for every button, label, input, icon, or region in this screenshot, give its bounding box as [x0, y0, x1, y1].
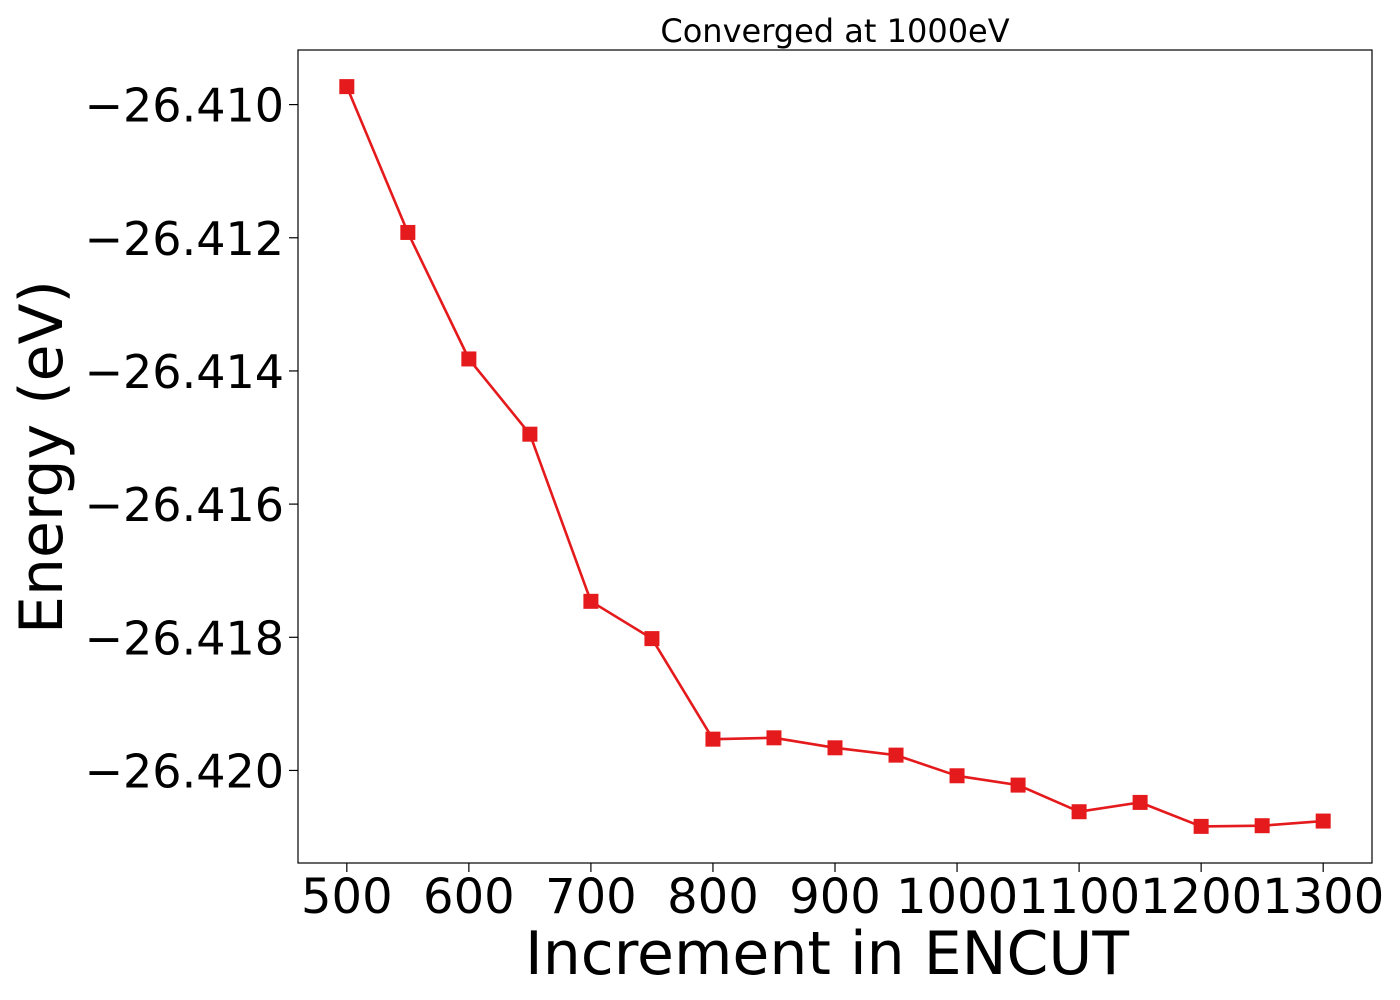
x-tick-label: 1100: [1018, 869, 1140, 925]
y-tick-label: −26.414: [85, 345, 285, 399]
data-point-marker: [339, 79, 355, 95]
y-tick-label: −26.418: [85, 611, 285, 665]
data-point-marker: [522, 426, 538, 442]
x-tick-label: 900: [789, 869, 881, 925]
x-tick-label: 600: [423, 869, 515, 925]
x-tick-label: 1200: [1140, 869, 1262, 925]
data-point-marker: [583, 593, 599, 609]
data-point-marker: [1315, 813, 1331, 829]
data-point-marker: [644, 631, 660, 647]
data-point-marker: [827, 740, 843, 756]
plot-area: 500 600 700 800 900 1000 1100 1200 1300 −26.410 −2…: [85, 49, 1384, 925]
series-line: [345, 86, 1324, 828]
data-point-marker: [1193, 818, 1209, 834]
x-tick-label: 500: [301, 869, 393, 925]
data-point-marker: [1132, 794, 1148, 810]
data-point-marker: [705, 731, 721, 747]
chart-title: Converged at 1000eV: [660, 12, 1009, 50]
data-point-marker: [461, 351, 477, 367]
x-tick-label: 1000: [896, 869, 1018, 925]
data-point-marker: [949, 768, 965, 784]
x-tick-label: 800: [667, 869, 759, 925]
y-tick-label: −26.416: [85, 478, 285, 532]
y-axis-title: Energy (eV): [7, 280, 77, 634]
x-tick-label: 700: [545, 869, 637, 925]
y-tick-label: −26.412: [85, 212, 285, 266]
data-point-marker: [1010, 777, 1026, 793]
data-point-marker: [1254, 818, 1270, 834]
data-point-marker: [1071, 804, 1087, 820]
y-tick-label: −26.420: [85, 744, 285, 798]
data-point-marker: [766, 730, 782, 746]
data-point-marker: [400, 224, 416, 240]
x-tick-label: 1300: [1262, 869, 1384, 925]
x-axis-title: Increment in ENCUT: [525, 919, 1129, 989]
data-point-marker: [888, 747, 904, 763]
y-tick-label: −26.410: [85, 79, 285, 133]
